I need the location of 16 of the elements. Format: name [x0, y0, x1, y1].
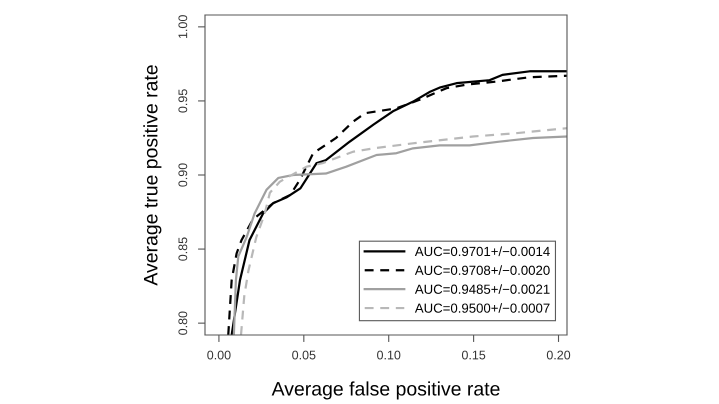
y-tick-label: 0.95: [178, 89, 188, 113]
legend-label: AUC=0.9708+/−0.0020: [414, 265, 550, 276]
legend-label: AUC=0.9485+/−0.0021: [414, 284, 550, 294]
x-tick-label: 0.10: [377, 350, 400, 360]
y-tick-label: 0.80: [178, 311, 188, 335]
x-axis-title: Average false positive rate: [272, 381, 500, 400]
y-tick-label: 0.85: [178, 237, 188, 261]
legend-label: AUC=0.9701+/−0.0014: [414, 246, 550, 256]
x-tick-label: 0.05: [292, 350, 316, 360]
y-tick-label: 1.00: [178, 15, 188, 38]
y-tick-label: 0.90: [178, 163, 188, 187]
x-tick-label: 0.00: [207, 350, 231, 360]
y-axis-title: Average true positive rate: [143, 65, 162, 286]
x-tick-label: 0.20: [546, 350, 570, 360]
legend-label: AUC=0.9500+/−0.0007: [414, 303, 550, 313]
x-tick-label: 0.15: [462, 350, 486, 360]
